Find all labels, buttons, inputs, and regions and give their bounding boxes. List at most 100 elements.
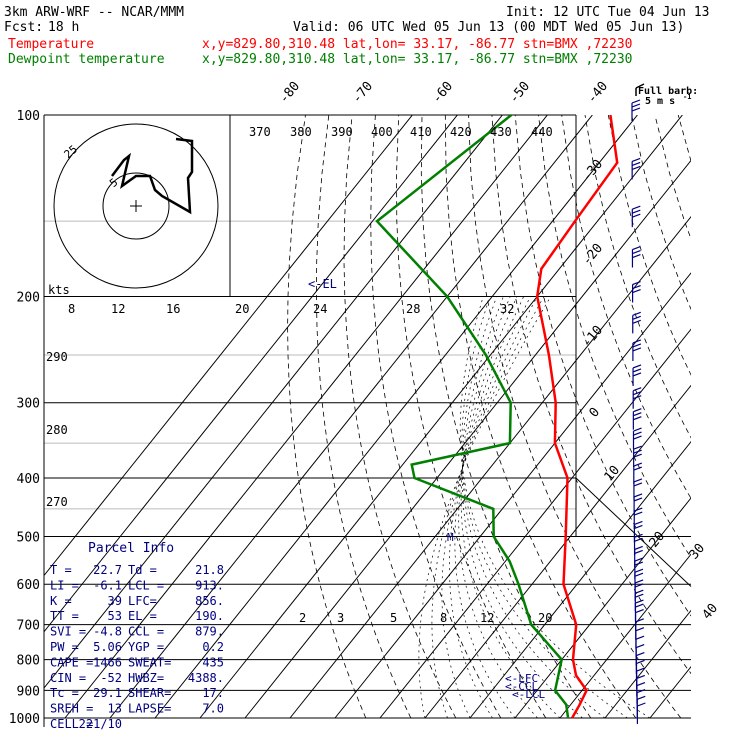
fcst-value: 18 h	[48, 20, 79, 35]
dry-adiabat	[370, 115, 502, 719]
hodograph-ring-outer	[53, 123, 219, 289]
isotherm-label-top: -50	[507, 79, 534, 107]
parcel-info-cell: 29.1	[93, 686, 122, 700]
mixing-ratio-label: 16	[166, 302, 180, 316]
isotherm	[379, 328, 691, 719]
hodograph-ring-inner	[102, 172, 170, 240]
parcel-info-cell: 913.	[195, 578, 224, 592]
mixing-ratio-label-lower: 3	[337, 611, 344, 625]
pressure-label: 300	[17, 397, 40, 412]
parcel-info-cell: HWBZ=	[128, 671, 164, 685]
parcel-info-cell: 879.	[195, 625, 224, 639]
parcel-info-cell: EL =	[128, 609, 157, 623]
wind-barb	[636, 682, 646, 704]
parcel-info-cell: LCL =	[128, 578, 164, 592]
wind-barb	[632, 364, 642, 386]
parcel-info-cell: 856.	[195, 594, 224, 608]
isotherm	[424, 384, 691, 719]
temperature-line	[535, 115, 619, 719]
parcel-info-cell: LAPSE=	[128, 702, 171, 716]
theta-left-label: 270	[46, 495, 68, 509]
dry-adiabat	[654, 115, 691, 240]
isotherm-label-top: -60	[430, 79, 457, 107]
model-title: 3km ARW-WRF -- NCAR/MMM	[4, 5, 184, 20]
fcst-label: Fcst:	[4, 20, 43, 35]
parcel-info-cell: 435	[202, 655, 224, 669]
parcel-info-cell: YGP =	[128, 640, 164, 654]
sounding-curves	[375, 115, 619, 719]
parcel-info-cell: Td =	[128, 563, 157, 577]
wind-barb	[631, 205, 641, 228]
parcel-info-cell: SWEAT=	[128, 655, 171, 669]
dry-adiabat	[584, 115, 691, 439]
legend-temperature-name: Temperature	[8, 37, 94, 52]
mixing-ratio-label: 32	[500, 302, 514, 316]
legend-dewpoint-name: Dewpoint temperature	[8, 52, 165, 67]
theta-label: 420	[450, 125, 472, 139]
dry-adiabat	[444, 115, 637, 719]
parcel-info-cell: TT =	[50, 609, 79, 623]
moist-adiabat	[449, 296, 531, 719]
dry-adiabat	[677, 115, 691, 163]
parcel-info-cell: CAPE =	[50, 655, 93, 669]
hodograph-center	[130, 200, 142, 212]
theta-left-label: 290	[46, 350, 68, 364]
theta-label: 410	[410, 125, 432, 139]
parcel-info-cell: 221/10	[79, 717, 122, 731]
mixing-ratio-label-lower: 12	[480, 611, 494, 625]
dry-adiabat	[514, 115, 691, 617]
isotherm-label-right: -20	[580, 241, 607, 269]
mixing-ratio-label: 20	[235, 302, 249, 316]
isotherm	[244, 159, 691, 719]
dry-adiabat	[343, 115, 457, 719]
wind-barb	[632, 427, 642, 450]
isotherm-label-top: -70	[350, 79, 377, 107]
mixing-ratio-label: 12	[111, 302, 125, 316]
mixing-ratio-label: 24	[313, 302, 327, 316]
parcel-info-cell: Tc =	[50, 686, 79, 700]
isotherm	[649, 665, 691, 719]
isotherm-label-right: 0	[587, 405, 604, 421]
hodograph-ring-label: 25	[62, 143, 81, 161]
dry-adiabat	[315, 115, 412, 719]
parcel-info-cell: CCL =	[128, 625, 164, 639]
wind-barb	[631, 245, 641, 268]
isotherm	[289, 215, 691, 719]
parcel-info-cell: 4388.	[188, 671, 224, 685]
wind-barb	[633, 445, 642, 468]
moist-adiabat	[461, 296, 583, 719]
pressure-label: 1000	[9, 712, 40, 727]
isotherm-label-right: 10	[602, 463, 624, 485]
parcel-info-cell: -4.8	[93, 625, 122, 639]
mixing-ratio-label-lower: 2	[299, 611, 306, 625]
hodograph	[43, 115, 231, 296]
m-marker: M	[447, 531, 454, 544]
parcel-info-cell: 13	[108, 702, 122, 716]
parcel-info-cell: LI =	[50, 578, 79, 592]
isotherm	[109, 115, 593, 719]
isotherm-label-top: -80	[277, 79, 304, 107]
wind-barb	[636, 689, 646, 711]
pressure-label: 200	[17, 291, 40, 306]
dry-adiabat	[538, 115, 691, 559]
legend-dewpoint-info: x,y=829.80,310.48 lat,lon= 33.17, -86.77…	[202, 52, 632, 67]
parcel-info-cell: K =	[50, 594, 72, 608]
isotherm	[559, 553, 691, 719]
boundary-diag	[575, 477, 692, 587]
parcel-info-cell: 190.	[195, 609, 224, 623]
isotherm-label-top: -40	[585, 79, 612, 107]
wind-barb	[636, 674, 646, 697]
dry-adiabat	[468, 115, 682, 719]
mixing-ratio-label-lower: 20	[538, 611, 552, 625]
parcel-info-cell: 39	[108, 594, 122, 608]
pressure-label: 400	[17, 472, 40, 487]
wind-barb	[632, 387, 642, 409]
hodograph-kts-label: kts	[48, 283, 70, 297]
dry-adiabat	[561, 115, 691, 500]
parcel-info-cell: LFC=	[128, 594, 157, 608]
parcel-info-cell: 17.	[202, 686, 224, 700]
parcel-info-panel: Parcel Info T = 22.7 Td = 21.8 LI = -6.1 LCL =…	[50, 541, 224, 731]
parcel-info-cell: 5.06	[93, 640, 122, 654]
theta-left-label: 280	[46, 423, 68, 437]
